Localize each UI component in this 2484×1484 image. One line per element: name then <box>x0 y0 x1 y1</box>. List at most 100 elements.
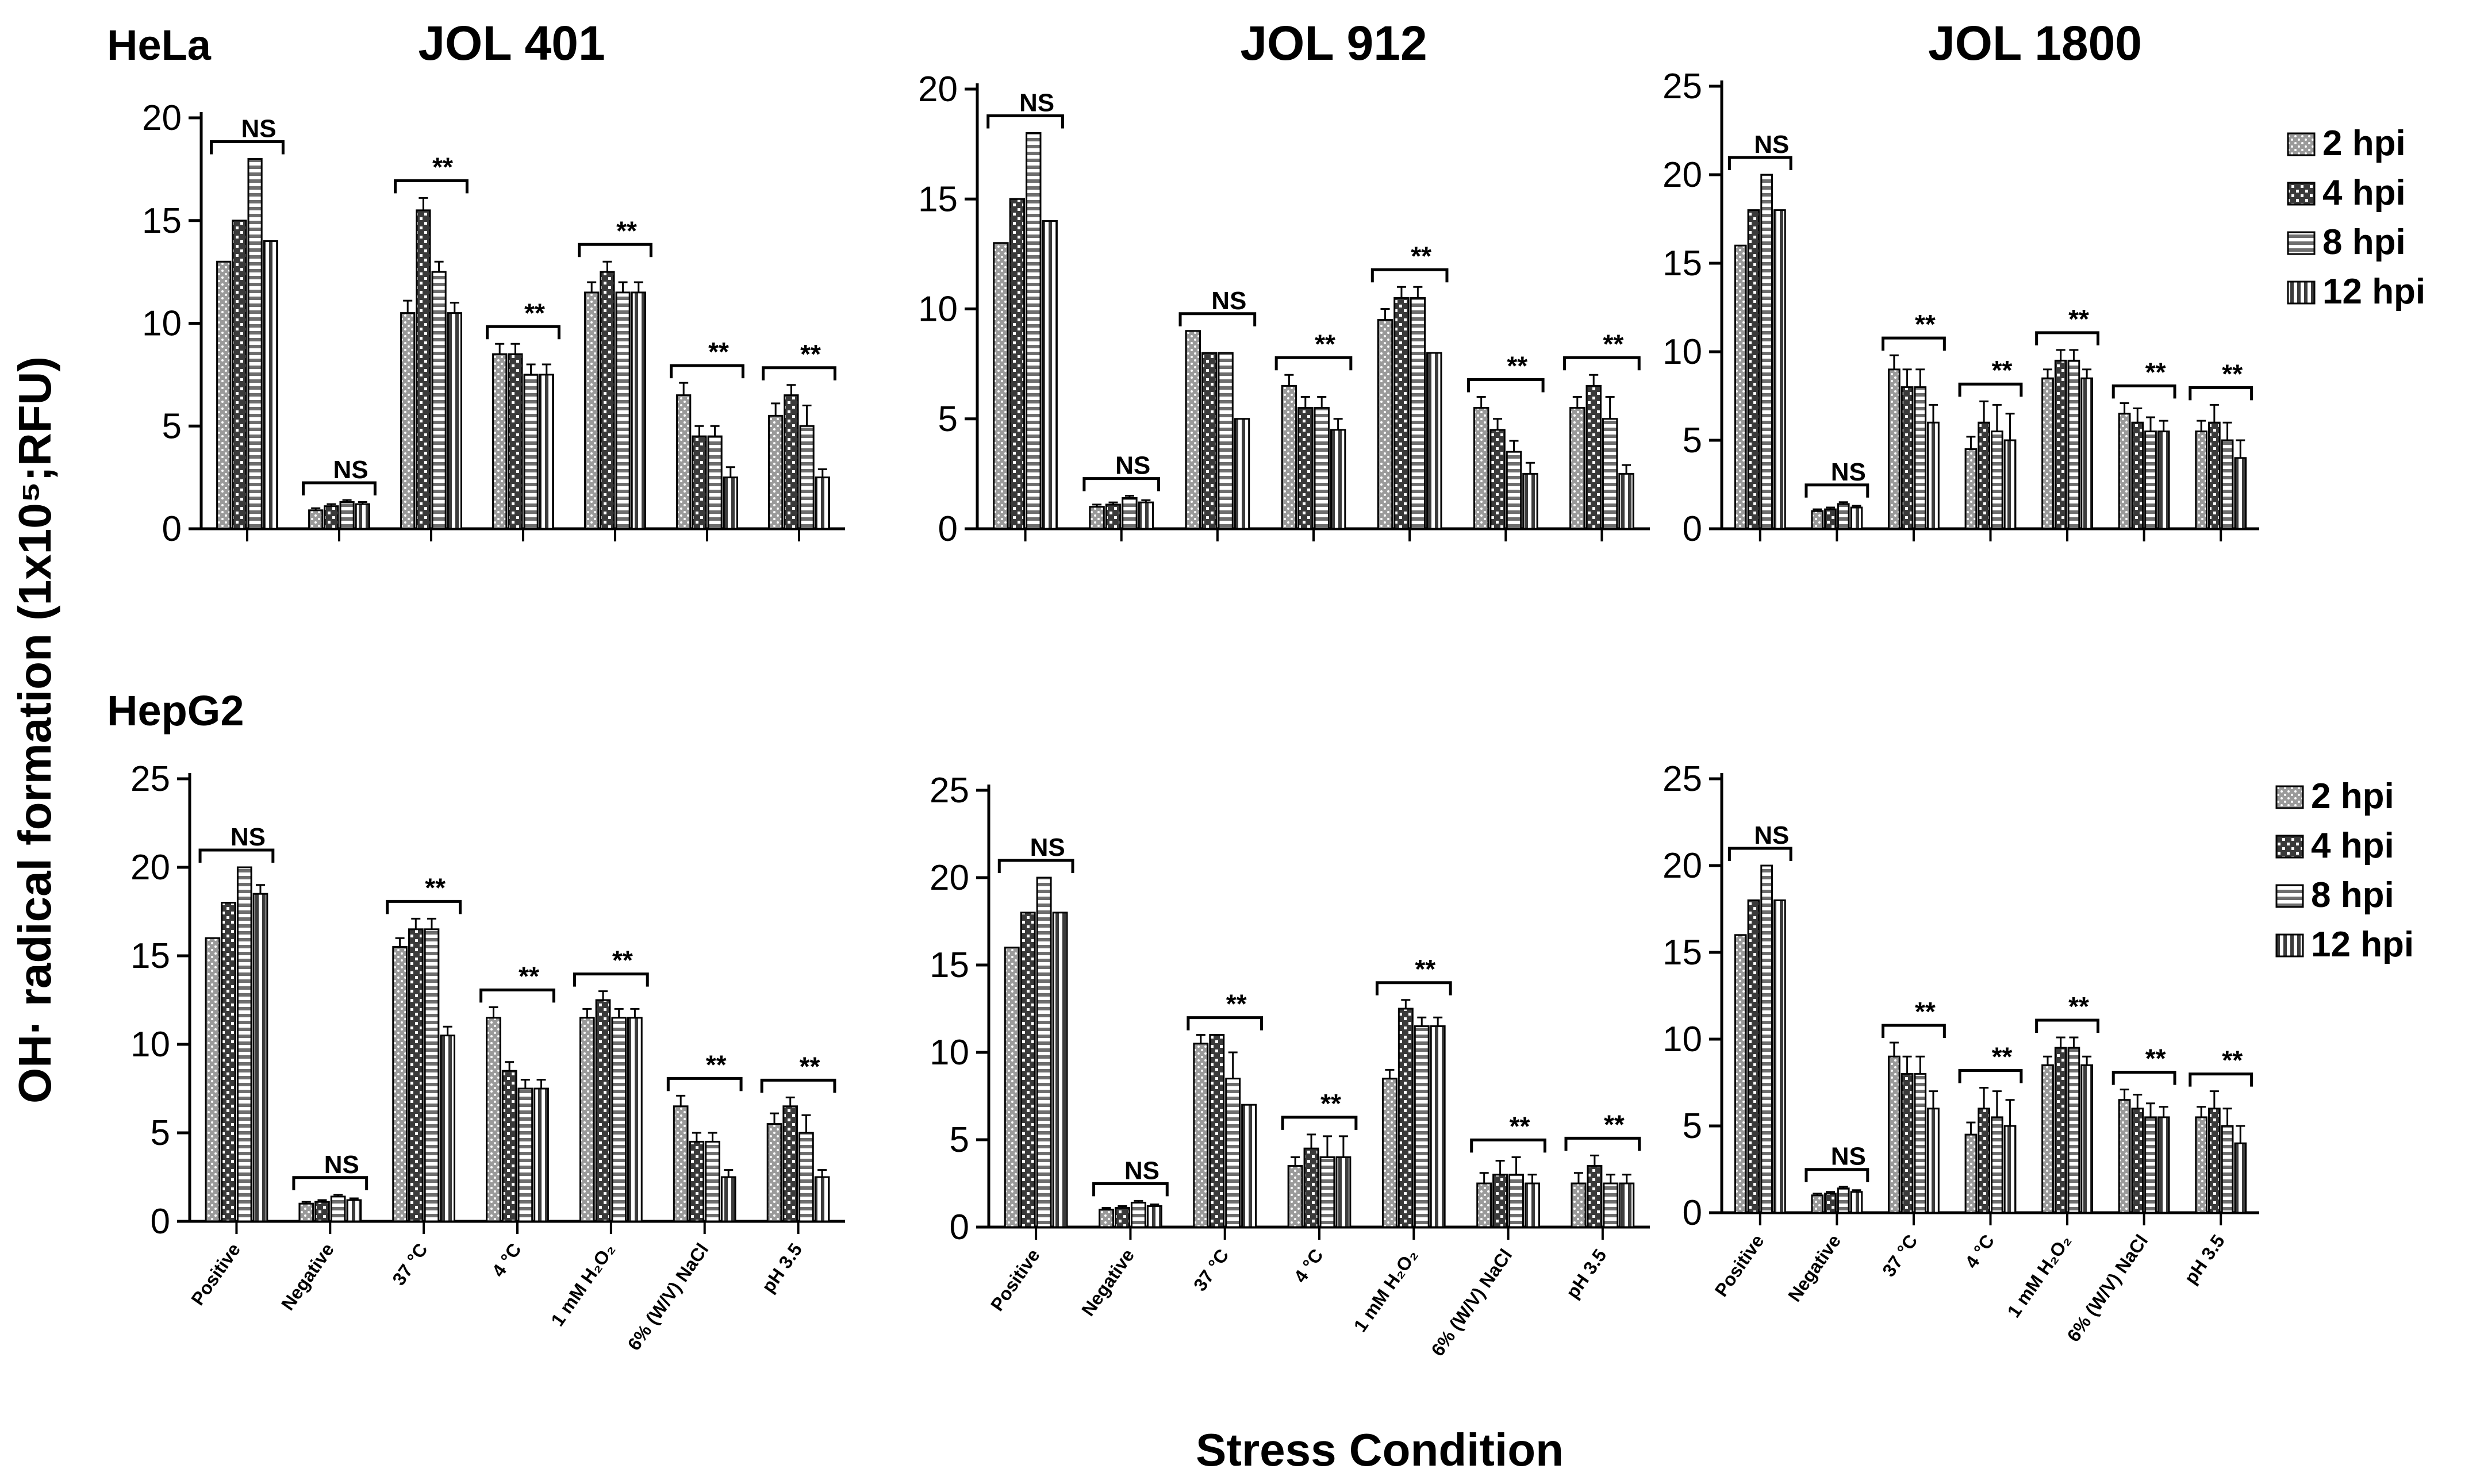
y-tick-label: 0 <box>938 509 958 549</box>
bar <box>1508 1174 1525 1228</box>
category-label: 6% (W/V) NaCl <box>1427 1245 1516 1360</box>
row-label-hepg2: HepG2 <box>107 687 244 735</box>
category-label: pH 3.5 <box>1562 1245 1611 1302</box>
bar <box>1760 174 1773 530</box>
significance-label: ** <box>1320 1089 1341 1118</box>
significance-label: ** <box>432 152 453 182</box>
category-label: Positive <box>1711 1231 1768 1300</box>
bar <box>692 435 707 530</box>
bar <box>1569 407 1585 530</box>
bar <box>1377 319 1393 530</box>
significance-label: ** <box>800 339 821 369</box>
significance-label: ** <box>616 216 637 245</box>
significance-bracket <box>1882 1024 1946 1039</box>
significance-label: ** <box>2145 357 2166 387</box>
bar <box>815 476 830 530</box>
significance-bracket <box>2189 386 2253 401</box>
y-tick-label: 10 <box>1663 1020 1702 1059</box>
bar <box>2221 439 2234 530</box>
bar <box>517 1087 533 1222</box>
legend-swatch-12hpi <box>2287 280 2316 305</box>
bar <box>324 505 339 530</box>
bar <box>501 1070 517 1222</box>
significance-label: ** <box>1510 1111 1530 1141</box>
significance-bracket <box>1727 847 1792 861</box>
bar <box>1991 1116 2003 1214</box>
bar <box>584 291 600 530</box>
y-tick-label: 25 <box>1663 67 1702 106</box>
bar <box>2195 430 2208 530</box>
legend-swatch-2hpi <box>2275 785 2304 809</box>
bar <box>1130 1201 1146 1228</box>
bar <box>1105 503 1122 530</box>
category-label: Positive <box>986 1245 1044 1314</box>
x-axis-title: Stress Condition <box>1196 1424 1564 1475</box>
bar <box>720 1176 736 1222</box>
bar <box>486 1017 501 1222</box>
bar <box>799 425 815 530</box>
bar <box>2234 457 2247 530</box>
bar <box>1209 1034 1225 1228</box>
significance-label: NS <box>1124 1156 1160 1185</box>
y-tick-label: 20 <box>1663 846 1702 886</box>
bar <box>1811 1194 1824 1214</box>
bar <box>2157 1116 2170 1214</box>
bar <box>1089 506 1105 530</box>
category-label: 6% (W/V) NaCl <box>2063 1231 2152 1345</box>
bar <box>1914 386 1927 530</box>
y-tick-label: 15 <box>930 945 969 985</box>
bar <box>508 353 523 530</box>
y-tick-label: 20 <box>918 70 958 109</box>
bar <box>1734 934 1747 1214</box>
significance-label: ** <box>2068 304 2089 334</box>
significance-label: NS <box>1211 287 1246 315</box>
category-label: Negative <box>1077 1245 1138 1320</box>
significance-bracket <box>2035 1018 2099 1033</box>
bar <box>1837 503 1850 530</box>
bar <box>1773 899 1786 1214</box>
bar <box>707 435 723 530</box>
category-label: pH 3.5 <box>2180 1231 2229 1287</box>
bar <box>579 1017 595 1222</box>
significance-bracket <box>666 1077 743 1091</box>
bar <box>2144 430 2157 530</box>
bar <box>1330 429 1346 530</box>
bar <box>1036 876 1052 1228</box>
significance-bracket <box>997 859 1074 873</box>
bar <box>1410 297 1426 530</box>
y-tick-label: 5 <box>151 1113 170 1153</box>
bar <box>627 1017 643 1222</box>
legend-swatch-4hpi <box>2275 835 2304 859</box>
legend-label-4hpi: 4 hpi <box>2322 173 2406 213</box>
significance-label: ** <box>1411 241 1431 271</box>
y-tick-label: 5 <box>1683 421 1702 460</box>
bar <box>993 242 1009 530</box>
bar <box>1964 1133 1978 1214</box>
bar <box>2195 1116 2208 1214</box>
significance-bracket <box>1187 1016 1264 1031</box>
y-tick-label: 10 <box>142 304 182 344</box>
bar <box>216 260 232 530</box>
bar <box>631 291 646 530</box>
bar <box>408 928 424 1222</box>
significance-label: ** <box>800 1051 820 1081</box>
bar <box>1099 1209 1114 1228</box>
significance-bracket <box>210 140 285 155</box>
y-tick-label: 10 <box>130 1025 170 1064</box>
bar <box>1042 220 1058 530</box>
bar <box>2234 1142 2247 1214</box>
significance-label: ** <box>524 298 545 328</box>
y-tick-label: 20 <box>930 858 969 898</box>
significance-bracket <box>670 364 744 379</box>
bar <box>705 1140 720 1222</box>
bar <box>689 1140 705 1222</box>
panel-title-jol401: JOL 401 <box>418 16 605 70</box>
bar <box>1314 407 1330 530</box>
category-label: 37 °C <box>1189 1245 1233 1295</box>
bar <box>533 1087 549 1222</box>
bar <box>1026 132 1042 530</box>
bar <box>236 866 252 1222</box>
significance-label: NS <box>333 456 368 484</box>
bar <box>1489 429 1506 530</box>
y-tick-label: 5 <box>1683 1106 1702 1146</box>
